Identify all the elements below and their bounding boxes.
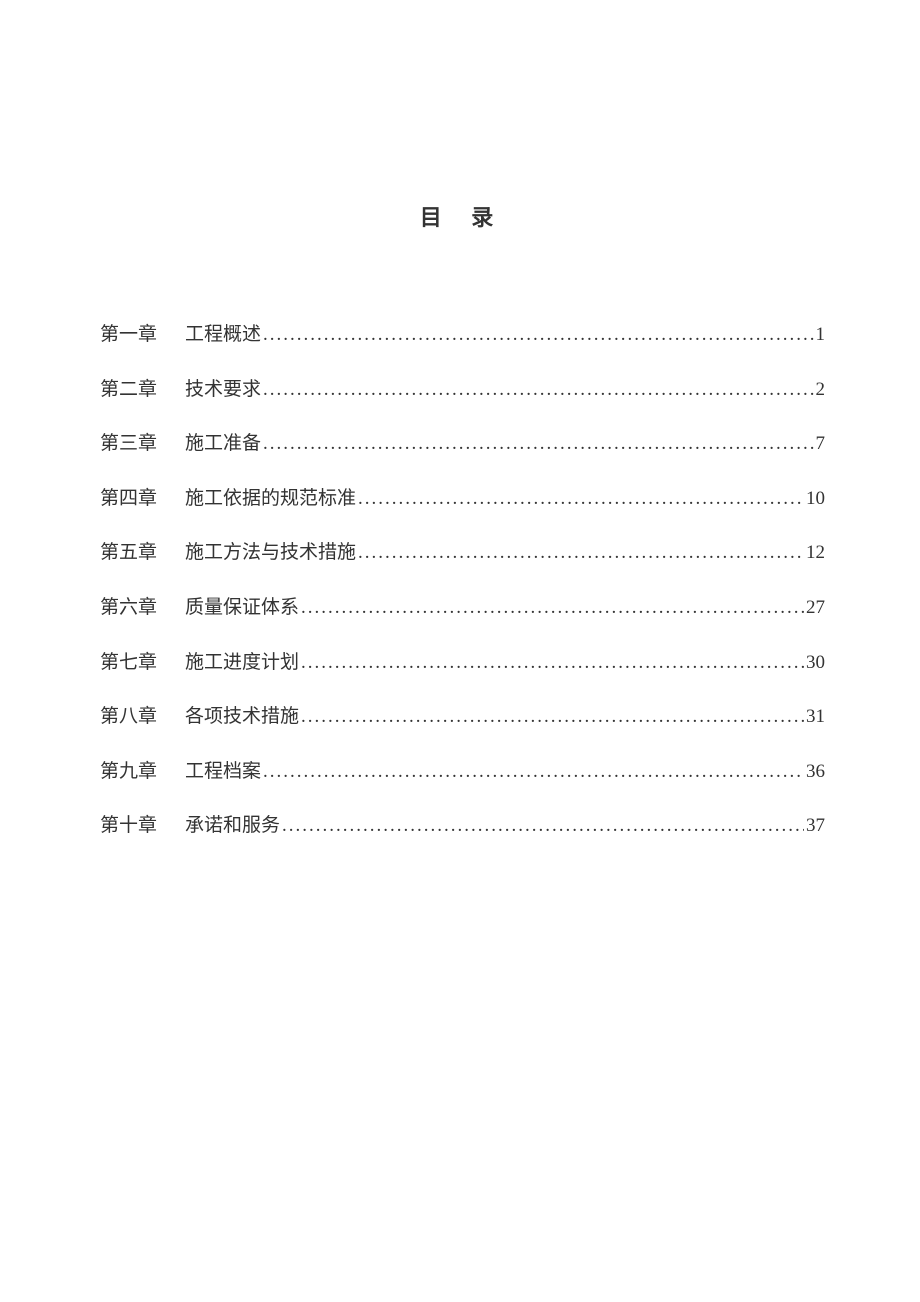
toc-entry: 第三章 施工准备 7 [100,431,825,458]
toc-entry: 第十章 承诺和服务 37 [100,813,825,840]
chapter-title: 施工准备 [185,431,261,458]
chapter-label: 第一章 [100,322,157,349]
toc-entry: 第九章 工程档案 36 [100,759,825,786]
toc-entry: 第一章 工程概述 1 [100,322,825,349]
leader-dots [263,759,804,786]
leader-dots [301,650,804,677]
page-number: 37 [806,813,825,840]
page-number: 12 [806,540,825,567]
page-number: 27 [806,595,825,622]
leader-dots [358,486,804,513]
chapter-label: 第六章 [100,595,157,622]
chapter-title: 各项技术措施 [185,704,299,731]
chapter-title: 承诺和服务 [185,813,280,840]
chapter-title: 施工方法与技术措施 [185,540,356,567]
leader-dots [263,322,813,349]
chapter-label: 第四章 [100,486,157,513]
toc-entry: 第七章 施工进度计划 30 [100,650,825,677]
leader-dots [263,431,813,458]
page-number: 31 [806,704,825,731]
leader-dots [301,595,804,622]
leader-dots [282,813,804,840]
leader-dots [358,540,804,567]
chapter-title: 技术要求 [185,377,261,404]
page-number: 10 [806,486,825,513]
toc-entry: 第六章 质量保证体系 27 [100,595,825,622]
chapter-title: 工程档案 [185,759,261,786]
toc-entry: 第五章 施工方法与技术措施 12 [100,540,825,567]
page-number: 1 [816,322,826,349]
chapter-label: 第二章 [100,377,157,404]
page-number: 30 [806,650,825,677]
chapter-title: 质量保证体系 [185,595,299,622]
toc-entry: 第八章 各项技术措施 31 [100,704,825,731]
chapter-title: 工程概述 [185,322,261,349]
page-number: 36 [806,759,825,786]
chapter-title: 施工依据的规范标准 [185,486,356,513]
chapter-label: 第十章 [100,813,157,840]
chapter-label: 第三章 [100,431,157,458]
leader-dots [301,704,804,731]
chapter-label: 第九章 [100,759,157,786]
chapter-label: 第五章 [100,540,157,567]
toc-entry: 第四章 施工依据的规范标准 10 [100,486,825,513]
leader-dots [263,377,813,404]
toc-title: 目 录 [100,200,825,232]
chapter-title: 施工进度计划 [185,650,299,677]
page-number: 7 [816,431,826,458]
chapter-label: 第八章 [100,704,157,731]
toc-entry: 第二章 技术要求 2 [100,377,825,404]
page-container: 目 录 第一章 工程概述 1 第二章 技术要求 2 第三章 施工准备 7 第四章… [0,0,920,840]
page-number: 2 [816,377,826,404]
chapter-label: 第七章 [100,650,157,677]
